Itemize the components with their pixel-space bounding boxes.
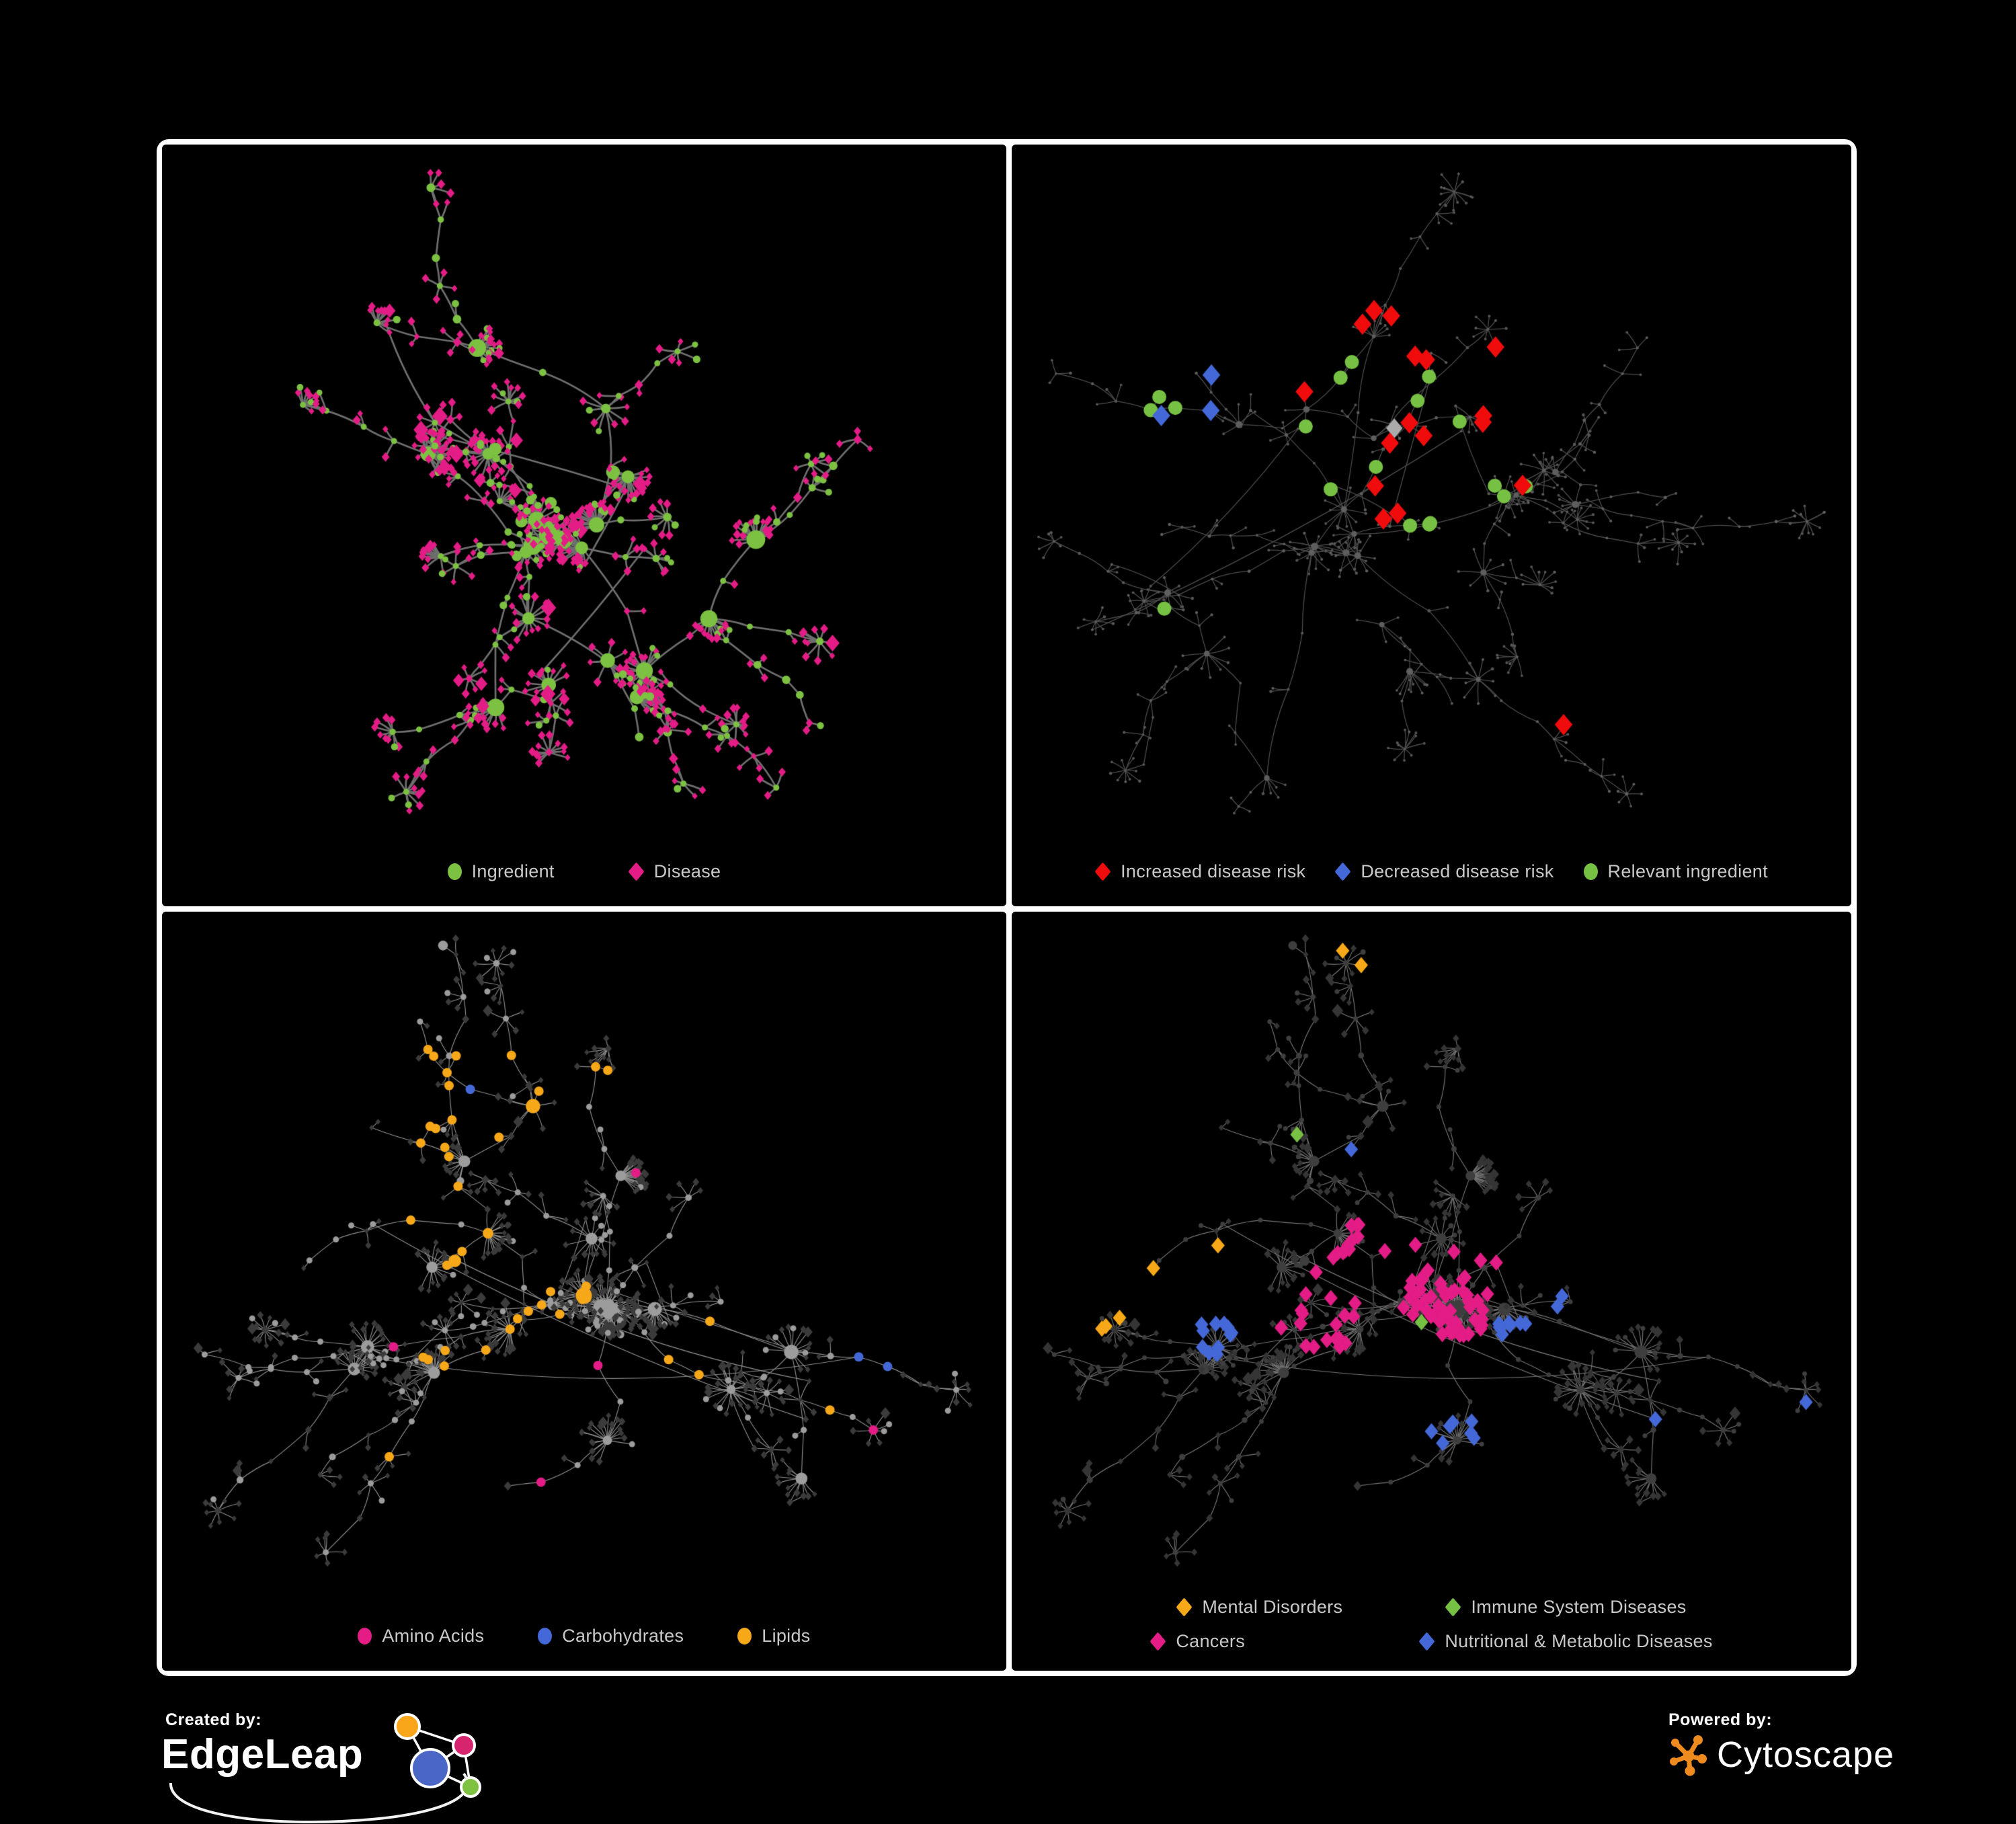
circle-marker <box>737 1628 752 1644</box>
figure-frame: Ingredient Disease Increased disease risk… <box>157 139 1857 1676</box>
cytoscape-logo <box>1670 1735 1707 1776</box>
diamond-marker <box>1445 1597 1461 1617</box>
legend-item-ingredient: Ingredient <box>447 861 555 882</box>
legend-item-mental-disorders: Mental Disorders <box>1176 1597 1445 1618</box>
legend-molecule-classes: Amino Acids Carbohydrates Lipids <box>162 1626 1006 1647</box>
legend-item-decreased-disease-risk: Decreased disease risk <box>1334 861 1554 882</box>
powered-by-label: Powered by: <box>1668 1710 1773 1729</box>
network-canvas-disease-risk <box>1012 145 1851 906</box>
circle-marker <box>1583 863 1598 880</box>
diamond-marker <box>1150 1632 1166 1651</box>
circle-marker <box>538 1628 553 1644</box>
diamond-marker <box>1176 1597 1193 1617</box>
legend-item-cancers: Cancers <box>1150 1631 1419 1652</box>
diamond-marker <box>1418 1632 1435 1651</box>
panel-disease-classes: Mental Disorders Immune System Diseases Ca… <box>1012 912 1851 1671</box>
legend-ingredient-disease: Ingredient Disease <box>162 861 1006 882</box>
legend-label: Nutritional & Metabolic Diseases <box>1445 1631 1713 1651</box>
circle-marker <box>447 863 462 880</box>
panel-molecule-classes: Amino Acids Carbohydrates Lipids <box>162 912 1006 1671</box>
legend-label: Ingredient <box>471 861 555 881</box>
cytoscape-credit: Powered by: Cytoscape <box>1667 1706 1956 1800</box>
legend-item-carbohydrates: Carbohydrates <box>538 1626 684 1647</box>
legend-label: Decreased disease risk <box>1361 861 1554 881</box>
panel-grid: Ingredient Disease Increased disease risk… <box>162 145 1851 1671</box>
diamond-marker <box>628 862 645 881</box>
legend-label: Mental Disorders <box>1202 1597 1343 1617</box>
network-canvas-molecule-classes <box>162 912 1006 1671</box>
legend-label: Carbohydrates <box>562 1626 684 1646</box>
legend-label: Immune System Diseases <box>1471 1597 1687 1617</box>
cytoscape-wordmark: Cytoscape <box>1717 1735 1895 1775</box>
legend-item-relevant-ingredient: Relevant ingredient <box>1583 861 1768 882</box>
network-canvas-disease-classes <box>1012 912 1851 1671</box>
legend-item-amino-acids: Amino Acids <box>358 1626 484 1647</box>
legend-label: Increased disease risk <box>1121 861 1306 881</box>
legend-label: Cancers <box>1176 1631 1245 1651</box>
created-by-label: Created by: <box>165 1710 262 1729</box>
panel-ingredient-disease: Ingredient Disease <box>162 145 1006 906</box>
legend-disease-risk: Increased disease risk Decreased disease … <box>1012 861 1851 882</box>
diamond-marker <box>1094 862 1111 881</box>
legend-item-lipids: Lipids <box>737 1626 810 1647</box>
legend-label: Disease <box>653 861 721 881</box>
legend-item-nutritional-metabolic-diseases: Nutritional & Metabolic Diseases <box>1418 1631 1713 1652</box>
legend-disease-classes: Mental Disorders Immune System Diseases Ca… <box>1012 1597 1851 1652</box>
diamond-marker <box>1334 862 1351 881</box>
legend-item-immune-system-diseases: Immune System Diseases <box>1445 1597 1686 1618</box>
network-canvas-ingredient-disease <box>162 145 1006 906</box>
legend-label: Amino Acids <box>382 1626 485 1646</box>
legend-item-increased-disease-risk: Increased disease risk <box>1094 861 1306 882</box>
legend-label: Lipids <box>762 1626 811 1646</box>
legend-item-disease: Disease <box>628 861 721 882</box>
edgeleap-wordmark: EdgeLeap <box>161 1731 364 1778</box>
legend-label: Relevant ingredient <box>1607 861 1768 881</box>
edgeleap-credit: Created by: EdgeLeap <box>160 1706 577 1824</box>
panel-disease-risk: Increased disease risk Decreased disease … <box>1012 145 1851 906</box>
circle-marker <box>358 1628 372 1644</box>
